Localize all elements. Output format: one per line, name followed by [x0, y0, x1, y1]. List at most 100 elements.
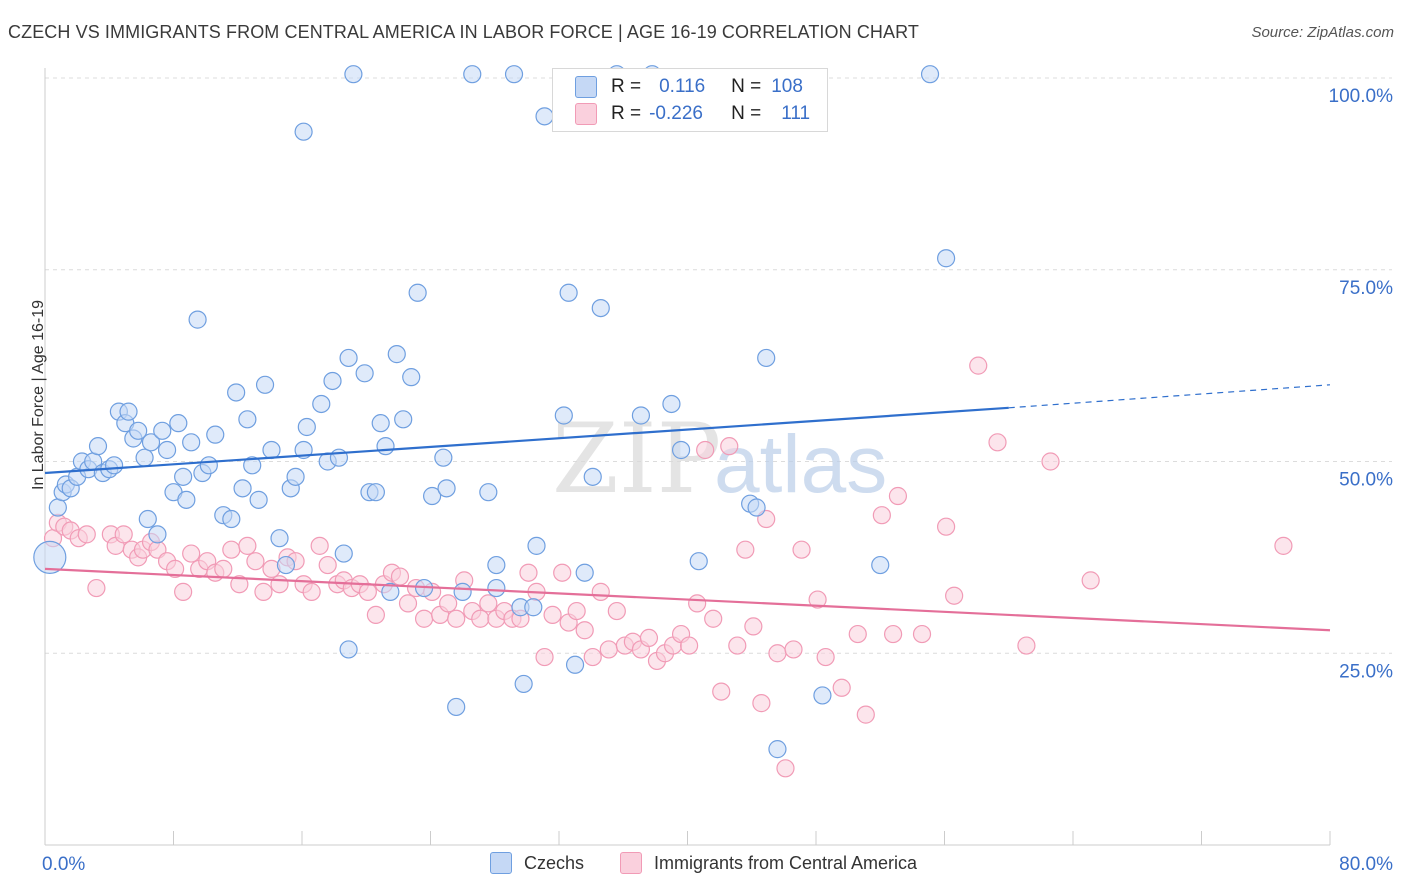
immigrants-swatch — [575, 103, 597, 125]
czechs-point-38 — [238, 410, 257, 429]
czechs-point-2 — [48, 498, 67, 517]
immigrants-point-99 — [848, 624, 867, 644]
czechs-point-24 — [157, 440, 177, 460]
czechs-point-80 — [514, 674, 533, 694]
immigrants-point-105 — [937, 517, 956, 536]
czechs-point-65 — [394, 410, 413, 429]
czechs-point-76 — [487, 555, 506, 575]
immigrants-point-10 — [114, 525, 133, 544]
immigrants-n-value: 111 — [781, 103, 811, 124]
y-tick-label-2: 50.0% — [1339, 470, 1393, 491]
czechs-point-71 — [434, 448, 453, 467]
czechs-point-97 — [747, 498, 766, 517]
immigrants-n-label: N = — [731, 103, 762, 124]
legend-swatch-immigrants — [620, 852, 642, 874]
immigrants-point-55 — [471, 609, 490, 628]
immigrants-point-94 — [784, 640, 803, 659]
immigrants-point-41 — [358, 582, 377, 601]
immigrants-point-92 — [768, 644, 787, 663]
immigrants-point-34 — [302, 582, 321, 601]
immigrants-point-23 — [214, 559, 233, 578]
czechs-point-60 — [366, 483, 385, 502]
czechs-point-52 — [323, 371, 342, 391]
immigrants-point-24 — [222, 540, 241, 559]
czechs-point-1 — [33, 540, 67, 574]
immigrants-point-19 — [182, 544, 201, 563]
immigrants-point-28 — [254, 582, 273, 601]
czechs-point-87 — [575, 563, 594, 582]
czechs-point-69 — [423, 486, 442, 506]
czechs-point-48 — [297, 417, 316, 437]
y-tick-label-1: 25.0% — [1339, 661, 1393, 682]
czechs-point-54 — [334, 544, 353, 563]
immigrants-point-63 — [535, 647, 554, 667]
immigrants-point-81 — [680, 636, 699, 655]
czechs-point-20 — [138, 509, 157, 529]
czechs-point-70 — [437, 479, 456, 498]
immigrants-point-48 — [414, 609, 434, 628]
czechs-trend-extension — [1008, 384, 1331, 409]
immigrants-point-25 — [230, 575, 249, 594]
immigrants-point-17 — [166, 559, 185, 578]
immigrants-point-71 — [599, 640, 618, 659]
immigrants-point-83 — [696, 440, 715, 460]
czechs-point-93 — [662, 394, 681, 414]
czechs-point-74 — [463, 65, 482, 84]
immigrants-point-108 — [988, 433, 1007, 452]
immigrants-point-42 — [366, 605, 385, 625]
czechs-point-94 — [671, 440, 691, 460]
czechs-point-28 — [177, 490, 196, 509]
immigrants-point-100 — [856, 705, 875, 724]
czechs-point-29 — [182, 433, 201, 452]
x-tick-label-right: 80.0% — [1339, 854, 1393, 875]
immigrants-point-76 — [639, 628, 659, 648]
czechs-point-81 — [524, 598, 543, 617]
czechs-points — [33, 65, 956, 759]
czechs-point-39 — [243, 456, 262, 475]
czechs-point-26 — [169, 414, 188, 433]
chart-title: CZECH VS IMMIGRANTS FROM CENTRAL AMERICA… — [8, 22, 919, 42]
immigrants-point-69 — [583, 647, 602, 667]
czechs-point-36 — [227, 383, 246, 402]
czechs-point-100 — [813, 686, 832, 705]
legend-label-czechs: Czechs — [524, 852, 585, 873]
immigrants-point-110 — [1041, 452, 1060, 471]
czechs-n-label: N = — [731, 76, 762, 97]
watermark-atlas: atlas — [714, 419, 887, 510]
immigrants-point-70 — [591, 582, 610, 601]
czechs-point-37 — [233, 479, 252, 498]
immigrants-point-106 — [945, 586, 964, 605]
x-tick-label-left: 0.0% — [42, 854, 85, 875]
czechs-point-33 — [206, 425, 225, 444]
czechs-point-84 — [554, 406, 573, 425]
y-tick-label-3: 75.0% — [1339, 278, 1393, 299]
immigrants-point-64 — [543, 605, 562, 625]
immigrants-point-61 — [519, 563, 538, 582]
czechs-point-57 — [344, 65, 363, 84]
czechs-point-95 — [689, 552, 708, 571]
czechs-point-64 — [387, 345, 406, 364]
immigrants-point-35 — [310, 536, 329, 555]
czechs-point-77 — [487, 578, 506, 598]
czechs-point-63 — [381, 582, 400, 601]
legend-label-immigrants: Immigrants from Central America — [654, 852, 918, 873]
czechs-point-62 — [376, 437, 395, 456]
czechs-point-58 — [355, 364, 374, 383]
legend-row-immigrants: R = -0.226 N = 111 — [575, 101, 810, 127]
immigrants-point-67 — [567, 601, 586, 621]
immigrants-point-96 — [808, 590, 827, 609]
legend-item-czechs: Czechs — [490, 852, 584, 874]
czechs-point-43 — [270, 529, 289, 548]
czechs-point-49 — [294, 122, 313, 141]
series-legend: Czechs Immigrants from Central America — [0, 852, 1406, 878]
immigrants-point-65 — [553, 563, 572, 582]
czechs-point-103 — [937, 249, 956, 268]
immigrants-point-7 — [87, 578, 106, 598]
czechs-point-23 — [153, 421, 172, 440]
czechs-point-101 — [871, 555, 890, 575]
czechs-point-83 — [535, 107, 554, 126]
czechs-point-40 — [249, 490, 268, 509]
immigrants-point-45 — [390, 567, 410, 586]
czechs-point-27 — [174, 467, 193, 486]
immigrants-point-95 — [792, 540, 811, 559]
